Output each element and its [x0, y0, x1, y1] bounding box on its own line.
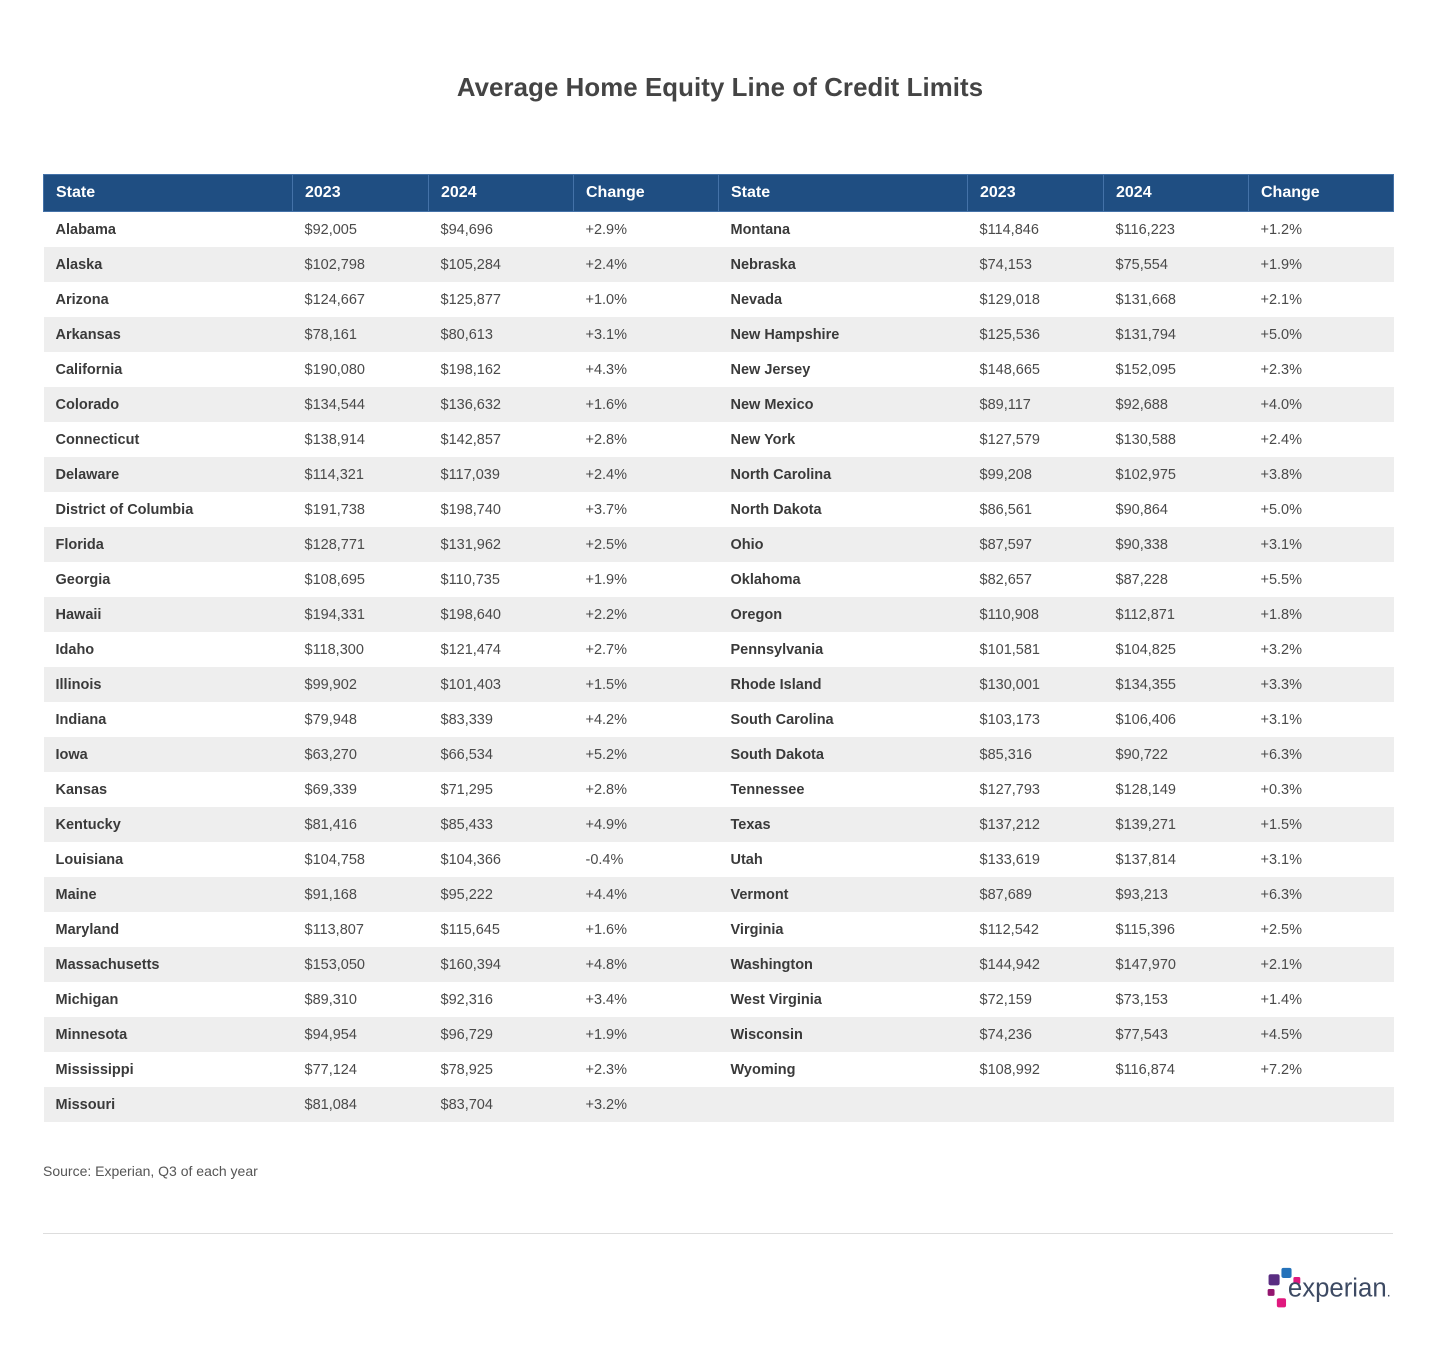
svg-text:experian.: experian. [1288, 1274, 1390, 1302]
